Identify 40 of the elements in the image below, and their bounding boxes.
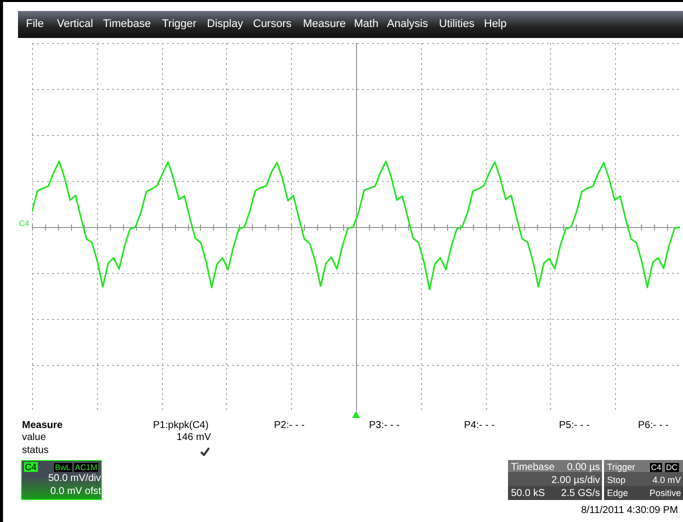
text: C4 <box>650 463 662 472</box>
text: 146 mV <box>176 432 211 444</box>
text: Cursors <box>253 18 292 31</box>
text: value <box>22 432 46 444</box>
text: P1:pkpk(C4) <box>153 420 209 432</box>
text: status <box>22 445 49 456</box>
text: 2.00 µs/div <box>551 475 600 486</box>
text: Timebase <box>103 18 151 31</box>
text: Positive <box>649 488 681 498</box>
text: Vertical <box>57 18 94 31</box>
text: BwL <box>54 463 72 472</box>
text: 8/11/2011 4:30:09 PM <box>581 505 678 516</box>
text: Measure <box>303 18 346 31</box>
text: Utilities <box>439 18 474 31</box>
text: 0.0 mV ofst <box>50 486 101 498</box>
text: P6:- - - <box>638 420 669 432</box>
text: Display <box>207 18 244 31</box>
text: AC1M <box>74 463 98 472</box>
text: Help <box>484 18 507 31</box>
text: P4:- - - <box>464 420 495 432</box>
text: P3:- - - <box>369 420 400 432</box>
text: P2:- - - <box>274 420 305 432</box>
text: 50.0 kS <box>511 488 545 500</box>
text: C4 <box>24 462 38 472</box>
text: P5:- - - <box>559 420 590 432</box>
text: Analysis <box>387 18 428 31</box>
text: Trigger <box>162 18 196 31</box>
text: C4 <box>19 219 30 228</box>
text: Timebase <box>511 462 555 474</box>
text: 2.5 GS/s <box>561 488 600 500</box>
text: 0.00 µs <box>566 462 600 474</box>
text: 4.0 mV <box>652 475 681 486</box>
text: Edge <box>607 488 628 498</box>
text: Trigger <box>607 462 636 472</box>
text: Math <box>354 18 378 31</box>
text: Stop <box>607 475 626 486</box>
text: Measure <box>22 420 63 432</box>
text: DC <box>665 463 679 472</box>
text: File <box>26 18 44 31</box>
text: 50.0 mV/div <box>48 473 101 484</box>
